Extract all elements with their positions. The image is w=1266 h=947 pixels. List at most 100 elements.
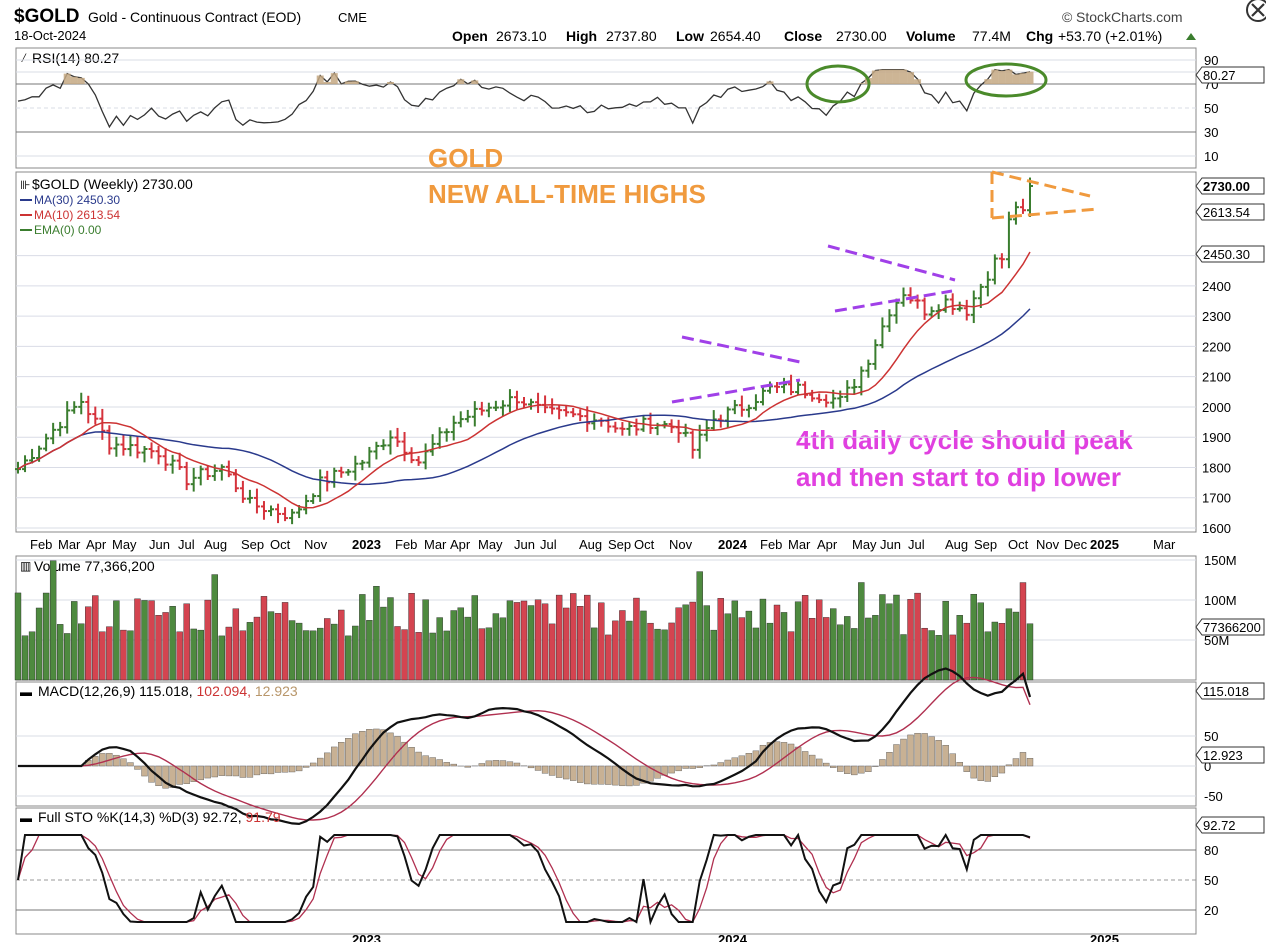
- price-tick-label: 2400: [1202, 279, 1231, 294]
- price-bar: [816, 394, 822, 404]
- macd-histogram-bar: [605, 766, 611, 785]
- badge-close: 2730.00: [1196, 178, 1264, 194]
- rsi-tick-label: 30: [1204, 125, 1218, 140]
- price-bar: [992, 254, 998, 284]
- volume-bar: [711, 630, 717, 680]
- macd-histogram-bar: [127, 763, 133, 766]
- price-bar: [409, 447, 415, 463]
- volume-bar: [816, 600, 822, 680]
- volume-value: 77.4M: [972, 28, 1011, 44]
- price-bar: [352, 456, 358, 481]
- volume-bar: [338, 610, 344, 680]
- volume-bar: [1020, 583, 1026, 680]
- volume-bar: [317, 628, 323, 680]
- macd-histogram-bar: [999, 766, 1005, 773]
- price-bar: [43, 434, 49, 452]
- volume-bar: [556, 595, 562, 680]
- price-bar: [985, 271, 991, 296]
- volume-bar: [690, 602, 696, 680]
- volume-bar: [570, 593, 576, 680]
- price-bar: [844, 380, 850, 402]
- price-bar: [893, 299, 899, 324]
- price-bar: [683, 424, 689, 437]
- price-bar: [247, 490, 253, 504]
- low-label: Low: [676, 28, 704, 44]
- macd-histogram-bar: [943, 745, 949, 766]
- volume-bar: [226, 627, 232, 680]
- annotation-note-1: 4th daily cycle should peak: [796, 425, 1133, 455]
- macd-histogram-bar: [676, 766, 682, 771]
- price-bar: [570, 408, 576, 417]
- macd-histogram-bar: [247, 766, 253, 777]
- price-bar: [879, 317, 885, 348]
- legend-price: $GOLD (Weekly) 2730.00: [32, 176, 193, 192]
- price-bar: [865, 360, 871, 378]
- macd-histogram-bar: [134, 766, 140, 769]
- volume-bar: [219, 636, 225, 680]
- macd-histogram-bar: [992, 766, 998, 777]
- price-bar: [823, 394, 829, 407]
- x-axis-label: Aug: [579, 537, 602, 552]
- volume-bar: [971, 594, 977, 680]
- bottom-axis-year: 2025: [1090, 932, 1119, 942]
- volume-bar: [458, 608, 464, 680]
- x-axis-label: 2024: [718, 537, 748, 552]
- price-bar: [191, 468, 197, 492]
- price-panel-content: ⊪ $GOLD (Weekly) 2730.00 MA(30) 2450.30 …: [15, 143, 1264, 552]
- volume-bar: [655, 629, 661, 680]
- x-axis-label: 2023: [352, 537, 381, 552]
- price-bar: [760, 387, 766, 406]
- x-axis-label: Mar: [424, 537, 447, 552]
- volume-bar: [36, 608, 42, 680]
- chart-header: $GOLD Gold - Continuous Contract (EOD) C…: [14, 0, 1266, 44]
- price-bar: [373, 442, 379, 460]
- volume-bar: [359, 594, 365, 680]
- volume-bar: [254, 617, 260, 680]
- price-bar: [380, 439, 386, 450]
- price-bar: [908, 287, 914, 303]
- macd-histogram-bar: [479, 763, 485, 766]
- close-icon[interactable]: [1247, 0, 1266, 21]
- badge-ma30: 2450.30: [1196, 246, 1264, 262]
- price-bar: [444, 428, 450, 441]
- volume-bar: [149, 601, 155, 680]
- price-bar: [240, 481, 246, 503]
- macd-histogram-bar: [198, 766, 204, 780]
- macd-histogram-bar: [240, 766, 246, 777]
- x-axis-label: Jul: [540, 537, 557, 552]
- price-bar: [134, 436, 140, 458]
- macd-histogram-bar: [212, 766, 218, 777]
- volume-bar: [296, 623, 302, 680]
- macd-histogram-bar: [493, 760, 499, 766]
- macd-histogram-bar: [423, 756, 429, 766]
- macd-tick-label: -50: [1204, 789, 1223, 804]
- macd-histogram-bar: [908, 735, 914, 766]
- price-bar: [85, 396, 91, 424]
- volume-bar: [739, 618, 745, 680]
- macd-histogram-bar: [99, 753, 105, 766]
- chg-value: +53.70 (+2.01%): [1058, 28, 1162, 44]
- chg-up-arrow-icon: [1186, 33, 1196, 40]
- volume-icon: ▥: [20, 559, 31, 573]
- price-bar: [219, 464, 225, 480]
- macd-histogram-bar: [669, 766, 675, 773]
- volume-bar: [626, 621, 632, 680]
- macd-histogram-bar: [289, 766, 295, 772]
- price-bar: [387, 430, 393, 454]
- volume-bar: [640, 611, 646, 680]
- macd-histogram-bar: [556, 766, 562, 778]
- volume-bar: [809, 618, 815, 680]
- volume-tick-label: 150M: [1204, 553, 1237, 568]
- volume-bar: [704, 606, 710, 680]
- volume-bar: [732, 601, 738, 680]
- macd-histogram-bar: [690, 766, 696, 769]
- volume-tick-label: 100M: [1204, 593, 1237, 608]
- macd-histogram-bar: [205, 766, 211, 778]
- volume-bar: [612, 621, 618, 680]
- price-bar: [156, 446, 162, 465]
- price-bar: [633, 419, 639, 436]
- rsi-icon: ⁄: [20, 51, 28, 66]
- price-bar: [753, 394, 759, 410]
- macd-histogram-bar: [915, 733, 921, 766]
- macd-histogram-bar: [683, 766, 689, 768]
